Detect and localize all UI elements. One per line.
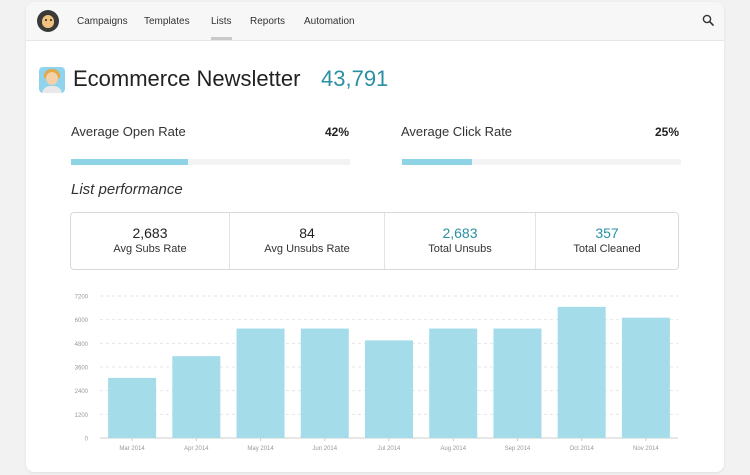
stats-panel: 2,683 Avg Subs Rate 84 Avg Unsubs Rate 2…	[70, 212, 679, 270]
x-tick-label: Oct 2014	[569, 446, 594, 452]
bar	[621, 317, 670, 438]
open-rate-progress-fill	[71, 159, 189, 165]
page-title: Ecommerce Newsletter	[73, 66, 301, 91]
x-tick-label: May 2014	[247, 446, 274, 452]
y-tick-label: 3600	[75, 366, 89, 372]
x-tick-label: Sep 2014	[505, 446, 531, 452]
y-tick-label: 1200	[75, 413, 89, 419]
nav-item-reports[interactable]: Reports	[250, 16, 286, 27]
y-tick-label: 7200	[75, 295, 89, 301]
stat-label: Avg Subs Rate	[113, 243, 187, 255]
y-tick-label: 6000	[75, 318, 89, 324]
list-performance-chart: 0 1200 2400 3600 4800 6000 7200 Mar 2014 Apr 201…	[66, 286, 686, 458]
bar	[557, 306, 606, 438]
x-tick-label: Nov 2014	[633, 446, 659, 452]
y-tick-label: 2400	[75, 389, 89, 395]
top-navigation: Campaigns Templates Lists Reports Automa…	[26, 2, 724, 41]
stat-label: Total Cleaned	[573, 243, 641, 255]
stat-label: Total Unsubs	[428, 243, 492, 255]
stat-avg-unsubs-rate: 84 Avg Unsubs Rate	[230, 213, 385, 269]
list-avatar-icon	[39, 67, 65, 93]
app-window: Campaigns Templates Lists Reports Automa…	[26, 2, 724, 472]
stat-value: 84	[299, 225, 315, 241]
bar	[172, 356, 221, 438]
bar	[236, 328, 285, 438]
stat-value: 357	[595, 225, 619, 241]
bar	[365, 340, 413, 438]
open-rate-progress	[71, 159, 350, 165]
bar	[429, 328, 478, 438]
nav-item-templates[interactable]: Templates	[144, 16, 190, 27]
open-rate-value: 42%	[325, 125, 350, 139]
mailchimp-logo-icon[interactable]	[37, 10, 59, 32]
bar-chart: 0 1200 2400 3600 4800 6000 7200 Mar 2014 Apr 201…	[75, 295, 678, 452]
section-heading: List performance	[71, 181, 183, 198]
nav-item-lists[interactable]: Lists	[211, 16, 232, 40]
stat-total-cleaned: 357 Total Cleaned	[536, 213, 678, 269]
x-tick-label: Apr 2014	[184, 446, 209, 452]
bar	[108, 377, 157, 438]
x-tick-label: Jun 2014	[312, 446, 337, 452]
x-tick-label: Jul 2014	[378, 446, 401, 452]
stat-value: 2,683	[132, 225, 168, 241]
bar	[493, 328, 542, 438]
click-rate-value: 25%	[655, 125, 680, 139]
nav-item-campaigns[interactable]: Campaigns	[77, 16, 128, 27]
subscriber-count: 43,791	[321, 66, 389, 91]
stat-total-unsubs: 2,683 Total Unsubs	[385, 213, 536, 269]
click-rate-progress	[402, 159, 681, 165]
y-tick-label: 4800	[75, 342, 89, 348]
stat-avg-subs-rate: 2,683 Avg Subs Rate	[71, 213, 230, 269]
search-icon[interactable]	[702, 14, 714, 26]
stat-label: Avg Unsubs Rate	[264, 243, 350, 255]
click-rate-progress-fill	[402, 159, 472, 165]
open-rate-label: Average Open Rate	[71, 124, 186, 139]
bar	[300, 328, 349, 438]
y-tick-label: 0	[85, 437, 89, 443]
click-rate-label: Average Click Rate	[401, 124, 513, 139]
nav-item-automation[interactable]: Automation	[304, 16, 355, 27]
stat-value: 2,683	[442, 225, 478, 241]
x-tick-label: Aug 2014	[440, 446, 466, 452]
x-tick-label: Mar 2014	[119, 446, 145, 452]
